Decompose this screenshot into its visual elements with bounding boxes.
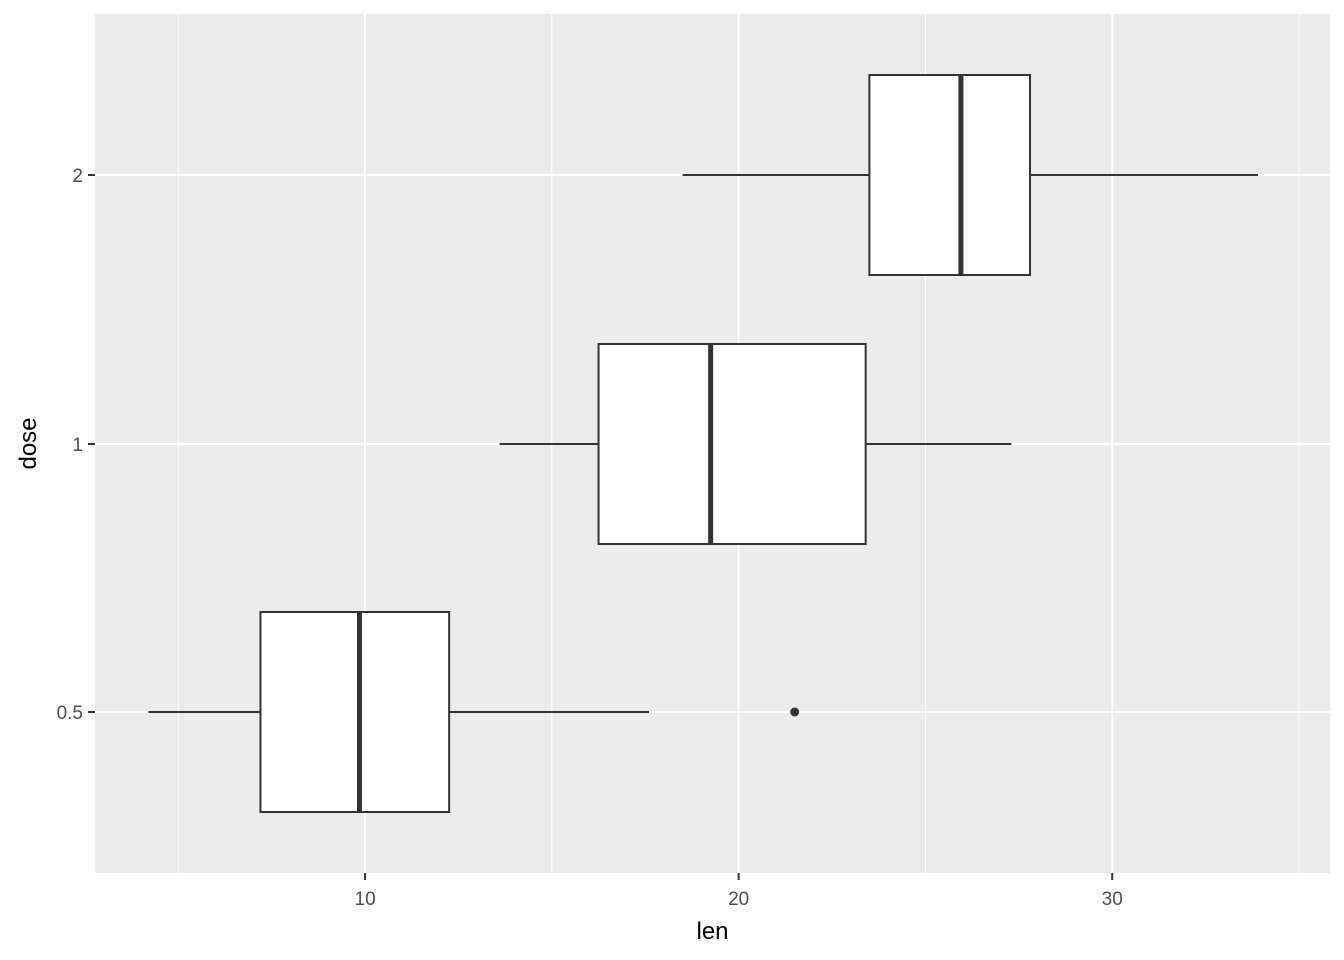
x-axis-ticks: 10 20 30 (355, 873, 1123, 910)
x-tick-label: 30 (1102, 889, 1123, 910)
x-tick-label: 10 (355, 889, 376, 910)
outlier-point (790, 707, 800, 717)
box-2 (682, 74, 1258, 276)
y-tick-label: 0.5 (57, 703, 83, 724)
x-axis-title: len (696, 918, 728, 945)
box-iqr (597, 343, 867, 545)
y-tick-label: 2 (72, 166, 83, 187)
box-iqr (259, 611, 451, 813)
y-axis-title: dose (15, 417, 42, 469)
y-tick-label: 1 (72, 435, 83, 456)
boxes (148, 74, 1258, 813)
y-axis-ticks: 0.5 1 2 (57, 166, 95, 724)
x-tick-label: 20 (728, 889, 749, 910)
box-iqr (868, 74, 1032, 276)
box-0.5 (148, 611, 800, 813)
box-1 (499, 343, 1012, 545)
